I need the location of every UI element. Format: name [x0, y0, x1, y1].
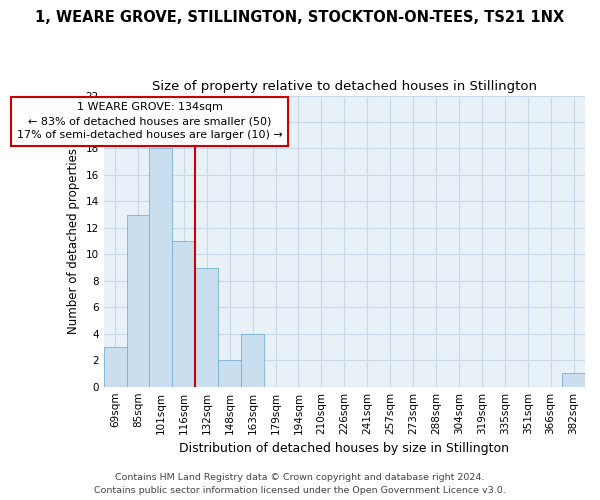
Text: Contains HM Land Registry data © Crown copyright and database right 2024.
Contai: Contains HM Land Registry data © Crown c…	[94, 474, 506, 495]
Y-axis label: Number of detached properties: Number of detached properties	[67, 148, 80, 334]
Text: 1, WEARE GROVE, STILLINGTON, STOCKTON-ON-TEES, TS21 1NX: 1, WEARE GROVE, STILLINGTON, STOCKTON-ON…	[35, 10, 565, 25]
Title: Size of property relative to detached houses in Stillington: Size of property relative to detached ho…	[152, 80, 537, 93]
Bar	[195, 268, 218, 386]
Bar	[241, 334, 264, 386]
X-axis label: Distribution of detached houses by size in Stillington: Distribution of detached houses by size …	[179, 442, 509, 455]
Bar	[104, 347, 127, 387]
Bar	[127, 214, 149, 386]
Bar	[172, 241, 195, 386]
Bar	[562, 374, 585, 386]
Bar	[149, 148, 172, 386]
Text: 1 WEARE GROVE: 134sqm
← 83% of detached houses are smaller (50)
17% of semi-deta: 1 WEARE GROVE: 134sqm ← 83% of detached …	[17, 102, 283, 140]
Bar	[218, 360, 241, 386]
